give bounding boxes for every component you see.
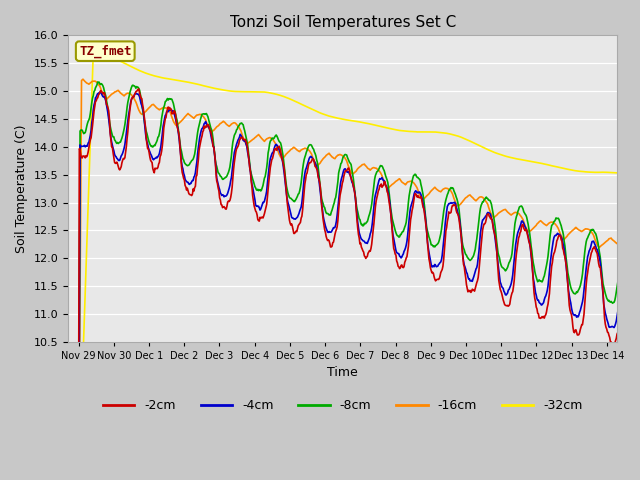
- X-axis label: Time: Time: [327, 367, 358, 380]
- Legend: -2cm, -4cm, -8cm, -16cm, -32cm: -2cm, -4cm, -8cm, -16cm, -32cm: [98, 394, 588, 417]
- Text: TZ_fmet: TZ_fmet: [79, 45, 131, 58]
- Title: Tonzi Soil Temperatures Set C: Tonzi Soil Temperatures Set C: [230, 15, 456, 30]
- Y-axis label: Soil Temperature (C): Soil Temperature (C): [15, 124, 28, 253]
